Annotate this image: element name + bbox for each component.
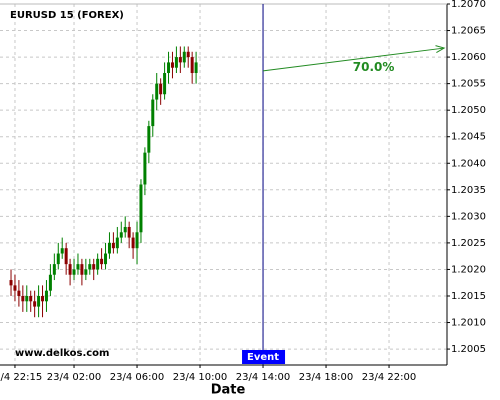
candle-body [182, 51, 186, 63]
candle-body [178, 57, 182, 63]
candle-body [76, 264, 80, 270]
y-tick-label: 1.2020 [451, 264, 486, 275]
candle-body [25, 295, 29, 302]
candle-body [37, 295, 41, 307]
candle-body [60, 248, 64, 254]
candle-body [147, 126, 151, 153]
y-tick-label: 1.2015 [451, 291, 486, 302]
candle-body [107, 242, 111, 254]
candle-body [88, 264, 92, 270]
x-tick-label: 23/4 22:00 [362, 372, 416, 383]
candle-body [186, 51, 190, 58]
candle-body [170, 62, 174, 68]
x-tick-label: 23/4 10:00 [173, 372, 227, 383]
candle-body [190, 57, 194, 74]
candle-body [68, 264, 72, 275]
y-tick-label: 1.2010 [451, 318, 486, 329]
y-tick-label: 1.2050 [451, 105, 486, 116]
forecast-arrow [262, 47, 445, 72]
y-tick-label: 1.2065 [451, 26, 486, 37]
y-tick-label: 1.2040 [451, 158, 486, 169]
candle-body [104, 253, 108, 265]
candle-body [100, 258, 104, 265]
candle-body [151, 99, 155, 127]
y-tick-label: 1.2035 [451, 185, 486, 196]
candle-body [155, 83, 159, 100]
candle-body [127, 226, 131, 238]
candle-body [72, 269, 76, 275]
candle-body [33, 301, 37, 307]
y-tick-label: 1.2045 [451, 132, 486, 143]
y-tick-label: 1.2030 [451, 211, 486, 222]
candle-body [139, 184, 143, 233]
candle-body [131, 237, 135, 249]
y-tick-label: 1.2055 [451, 79, 486, 90]
x-axis-label: Date [211, 383, 246, 398]
y-tick-label: 1.2070 [451, 0, 486, 10]
candle-body [115, 237, 119, 249]
arrow-head [435, 45, 446, 54]
candle-body [29, 295, 33, 302]
x-tick-label: 23/4 02:00 [47, 372, 101, 383]
candle-body [13, 285, 17, 291]
candle-body [143, 152, 147, 185]
candle-body [174, 57, 178, 68]
candle-body [159, 83, 163, 95]
candle-body [92, 264, 96, 270]
watermark: www.delkos.com [15, 348, 109, 359]
forecast-label: 70.0% [353, 60, 395, 74]
candle-body [21, 295, 25, 302]
candle-body [41, 295, 45, 302]
candle-body [119, 232, 123, 238]
chart-title: EURUSD 15 (FOREX) [10, 10, 124, 21]
candle-body [96, 258, 100, 270]
candle-body [167, 62, 171, 74]
x-tick-label: 23/4 06:00 [110, 372, 164, 383]
candle-body [80, 264, 84, 275]
candle-body [111, 242, 115, 249]
candle-body [9, 280, 13, 286]
y-tick-label: 1.2060 [451, 52, 486, 63]
candle-body [56, 253, 60, 265]
candle-body [123, 226, 127, 233]
candle-body [84, 269, 88, 275]
candle-body [64, 248, 68, 265]
candle-body [52, 264, 56, 275]
candle-body [44, 290, 48, 302]
candle-body [163, 73, 167, 95]
x-tick-label: 23/4 22:15 [0, 372, 42, 383]
candle-body [48, 274, 52, 291]
candle-body [17, 290, 21, 296]
event-label: Event [247, 352, 279, 363]
y-tick-label: 1.2005 [451, 344, 486, 355]
event-box [242, 350, 286, 364]
candle-body [135, 232, 139, 249]
x-tick-label: 23/4 14:00 [236, 372, 290, 383]
candle-body [194, 62, 198, 74]
y-tick-label: 1.2025 [451, 238, 486, 249]
x-tick-label: 23/4 18:00 [299, 372, 353, 383]
